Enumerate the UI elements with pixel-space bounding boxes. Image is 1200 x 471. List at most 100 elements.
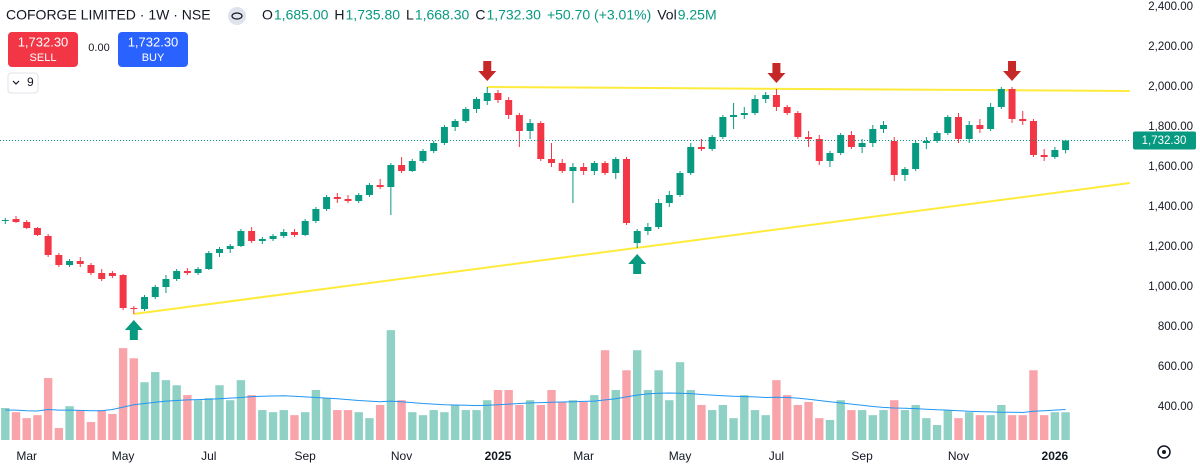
- volume-bar: [558, 401, 567, 440]
- volume-bar: [1029, 370, 1038, 440]
- volume-bar: [386, 330, 396, 440]
- buy-button[interactable]: [118, 32, 188, 67]
- indicator-toggle[interactable]: [7, 72, 39, 94]
- y-tick-label: 600.00: [1158, 361, 1193, 373]
- candle-body: [569, 167, 577, 171]
- legend-value: 1,735.80: [346, 7, 401, 23]
- candle-body: [858, 143, 866, 147]
- trendline: [487, 86, 1130, 92]
- volume-bar: [375, 404, 385, 440]
- volume-bar: [279, 410, 288, 440]
- volume-bar: [76, 410, 85, 440]
- candle-body: [901, 169, 909, 175]
- volume-bar: [665, 400, 674, 440]
- candle-body: [23, 222, 31, 228]
- candle-body: [708, 137, 716, 149]
- volume-bar: [408, 412, 417, 440]
- candle-body: [515, 115, 523, 131]
- volume-bar: [333, 410, 342, 440]
- volume-bar: [343, 410, 353, 440]
- candle-body: [408, 161, 416, 171]
- candle-body: [173, 271, 181, 279]
- candle-body: [141, 297, 149, 309]
- volume-bar: [750, 410, 760, 440]
- candle-body: [355, 195, 363, 201]
- candle-body: [237, 231, 245, 246]
- volume-bar: [204, 398, 213, 440]
- candle-body: [1019, 119, 1027, 121]
- candle-body: [419, 151, 427, 161]
- volume-bar: [922, 418, 931, 440]
- candle-body: [869, 129, 877, 143]
- volume-bar: [429, 410, 438, 440]
- volume-bar: [151, 372, 160, 440]
- y-tick-label: 2,000.00: [1148, 81, 1193, 93]
- volume-bar: [450, 404, 460, 440]
- volume-bar: [879, 410, 888, 440]
- candle-body: [66, 261, 74, 265]
- x-tick-label: Mar: [16, 449, 37, 463]
- volume-bar: [397, 400, 406, 440]
- volume-bar: [654, 370, 663, 440]
- candle-body: [12, 219, 20, 222]
- volume-bar: [643, 390, 653, 440]
- sell-button[interactable]: [8, 32, 78, 67]
- volume-bar: [568, 400, 578, 440]
- volume-bar: [33, 415, 42, 440]
- legend-change: +50.70 (+3.01%): [547, 7, 651, 23]
- legend-key: L: [406, 7, 414, 23]
- volume-bar: [226, 400, 235, 440]
- volume-bar: [675, 362, 685, 440]
- x-tick-label: Nov: [948, 449, 969, 463]
- candle-body: [794, 113, 802, 137]
- last-price-box: [1133, 131, 1196, 150]
- candle-body: [526, 123, 534, 131]
- volume-bar: [1, 407, 10, 440]
- candle-body: [772, 95, 780, 107]
- volume-bar: [504, 390, 513, 440]
- volume-bar: [836, 400, 845, 440]
- candle-body: [976, 125, 984, 129]
- arrow-up: [628, 254, 647, 274]
- candle-body: [387, 165, 395, 187]
- candle-body: [633, 231, 641, 243]
- candle-body: [462, 109, 470, 121]
- candle-body: [687, 147, 695, 173]
- legend-value: 1,668.30: [415, 7, 470, 23]
- candle-body: [837, 135, 845, 153]
- candle-body: [451, 121, 459, 127]
- candle-body: [751, 99, 759, 113]
- volume-ma-line: [5, 392, 1066, 414]
- x-tick-label: Jul: [201, 449, 216, 463]
- volume-bar: [611, 390, 620, 440]
- eye-shape: [231, 12, 243, 20]
- volume-bar: [418, 415, 428, 440]
- candle-body: [194, 269, 202, 273]
- candle-body: [644, 227, 652, 231]
- candle-body: [622, 159, 630, 223]
- volume-bar: [365, 418, 374, 440]
- volume-bar: [322, 398, 331, 440]
- candle-body: [912, 143, 920, 169]
- volume-bar: [493, 390, 503, 440]
- settings-icon[interactable]: [1157, 445, 1171, 459]
- candle-body: [815, 139, 823, 161]
- y-tick-label: 1,000.00: [1148, 281, 1193, 293]
- candle-body: [269, 236, 277, 239]
- candle-body: [1029, 121, 1037, 155]
- x-tick-label: 2025: [485, 449, 512, 463]
- volume-bar: [118, 348, 128, 440]
- candle-body: [333, 197, 341, 199]
- volume-bar: [440, 412, 449, 440]
- volume-bar: [804, 401, 813, 440]
- sell-label: SELL: [30, 52, 57, 64]
- volume-bar: [472, 410, 481, 440]
- candle-body: [376, 185, 384, 187]
- x-tick-label: May: [112, 449, 135, 463]
- volume-bar: [515, 404, 524, 440]
- volume-bar: [686, 390, 695, 440]
- volume-bar: [986, 415, 995, 440]
- candle-body: [954, 117, 962, 139]
- candle-body: [44, 236, 52, 255]
- visibility-icon[interactable]: [228, 7, 246, 25]
